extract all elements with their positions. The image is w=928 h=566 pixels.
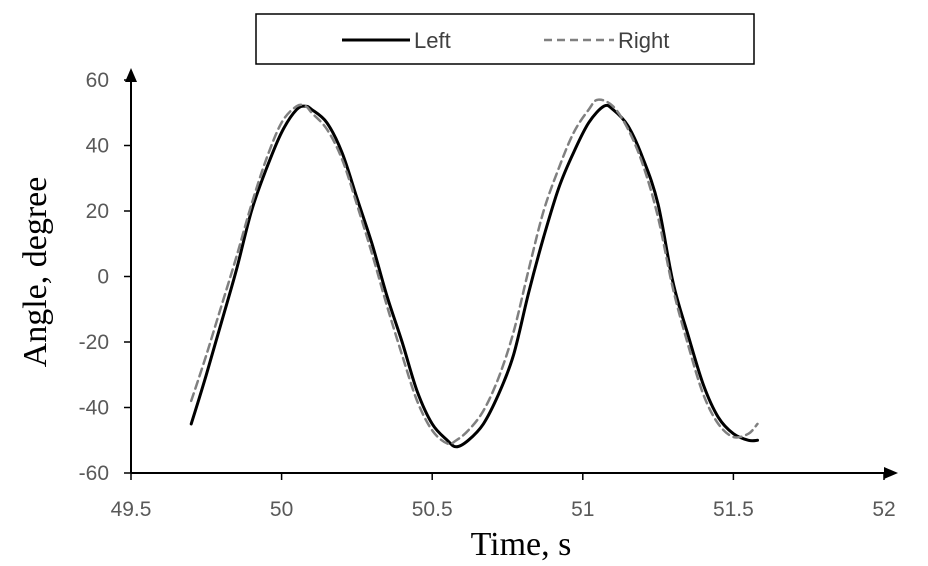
ticks: 49.5 50 50.5 51 51.5 52 60 40 20 0 -20 -40 -60	[79, 69, 896, 521]
x-tick-label: 50.5	[412, 498, 453, 521]
y-tick-label: 20	[86, 200, 109, 223]
y-tick-label: -60	[79, 462, 109, 485]
series-line-left	[189, 103, 759, 449]
legend-label-right: Right	[618, 28, 669, 53]
legend-label-left: Left	[414, 28, 451, 53]
y-tick-label: -40	[79, 397, 109, 420]
x-tick-label: 51	[571, 498, 594, 521]
x-tick-label: 50	[270, 498, 293, 521]
y-tick-label: 0	[97, 266, 109, 289]
x-tick-label: 51.5	[713, 498, 754, 521]
y-axis-arrow	[125, 68, 137, 82]
y-tick-label: -20	[79, 331, 109, 354]
series	[189, 98, 759, 449]
y-axis-title: Angle, degree	[17, 177, 54, 368]
y-tick-label: 40	[86, 135, 109, 158]
y-tick-label: 60	[86, 69, 109, 92]
x-tick-label: 49.5	[111, 498, 152, 521]
series-line-right	[189, 98, 759, 446]
legend-box	[255, 13, 755, 65]
x-tick-label: 52	[872, 498, 895, 521]
axes	[125, 68, 898, 479]
x-axis-arrow	[884, 467, 898, 479]
legend: Left Right	[255, 13, 755, 65]
x-axis-title: Time, s	[471, 526, 572, 563]
